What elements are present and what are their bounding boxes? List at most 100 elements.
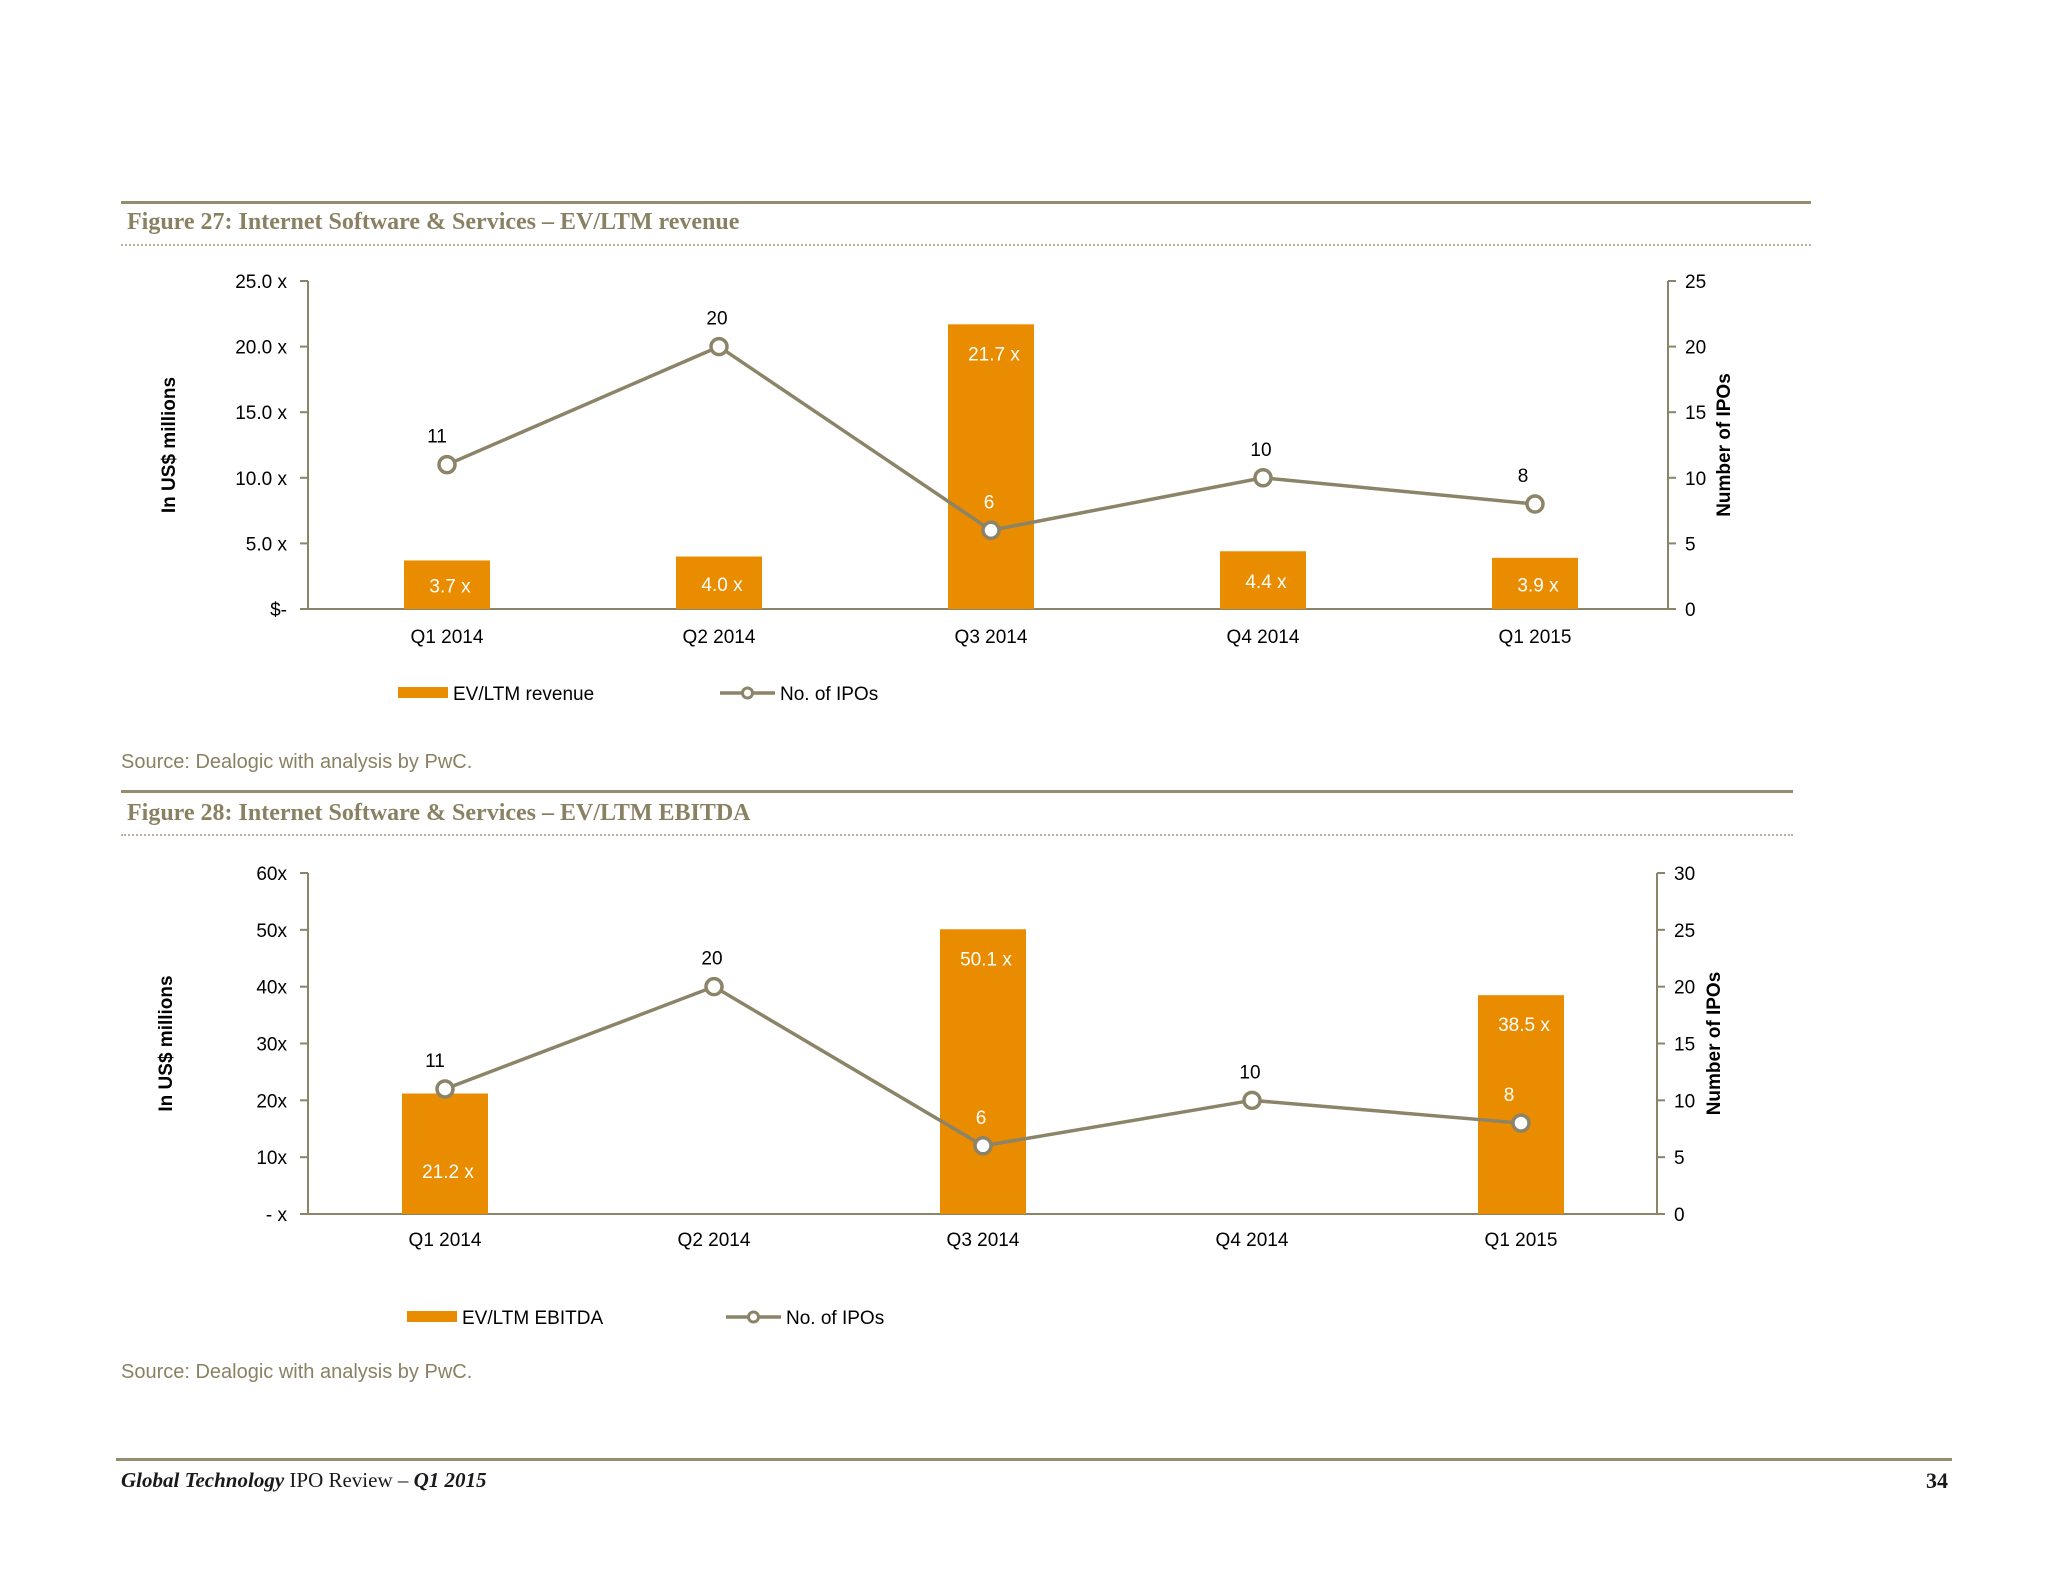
footer-title-period: Q1 2015	[413, 1468, 487, 1492]
ipo-data-label: 10	[1239, 1062, 1260, 1083]
left-tick-label: 25.0 x	[235, 272, 287, 293]
ipo-data-label: 8	[1504, 1085, 1515, 1106]
footer-title-mid: IPO Review –	[284, 1468, 414, 1492]
ipo-point	[1511, 1113, 1531, 1133]
figure-28-source: Source: Dealogic with analysis by PwC.	[121, 1361, 473, 1383]
right-tick-label: 15	[1685, 403, 1706, 424]
bar	[1220, 551, 1306, 609]
right-tick-label: 10	[1685, 469, 1706, 490]
legend-line-marker	[747, 1310, 760, 1324]
chart-ev-ltm-revenue: $- 5.0 x 10.0 x 15.0 x 20.0 x 25.0 x 0 5 10 15 20 2…	[159, 272, 1735, 705]
bar	[676, 556, 762, 609]
ipo-point	[437, 454, 457, 475]
left-tick-label: 10.0 x	[235, 469, 287, 490]
right-tick-label: 5	[1674, 1148, 1685, 1169]
right-tick-label: 0	[1685, 600, 1696, 621]
ipo-point	[709, 336, 729, 357]
left-tick-label: 60x	[256, 864, 287, 885]
left-tick-label: 5.0 x	[246, 534, 288, 555]
ipo-point	[1253, 468, 1273, 488]
x-category-label: Q2 2014	[683, 627, 756, 648]
ipo-data-label: 8	[1518, 466, 1529, 487]
ipo-data-label: 11	[425, 1051, 445, 1072]
x-category-label: Q1 2014	[409, 1230, 482, 1251]
left-tick-label: 20.0 x	[235, 338, 287, 359]
bar-data-label: 21.2 x	[422, 1162, 474, 1183]
ipo-point	[1242, 1090, 1262, 1111]
footer-rule	[116, 1458, 1952, 1461]
legend-bar-swatch	[407, 1311, 457, 1322]
bar-data-label: 4.4 x	[1245, 572, 1287, 593]
right-tick-label: 20	[1674, 978, 1695, 999]
figure-28-top-rule	[121, 790, 1793, 793]
ipo-data-label: 10	[1250, 440, 1271, 461]
right-tick-label: 0	[1674, 1205, 1685, 1226]
left-tick-label: 10x	[256, 1148, 287, 1169]
ipo-point	[1525, 494, 1545, 514]
ipo-point	[435, 1079, 455, 1099]
x-category-label: Q4 2014	[1216, 1230, 1289, 1251]
left-axis-title: In US$ millions	[159, 377, 180, 513]
x-category-label: Q2 2014	[678, 1230, 751, 1251]
legend-bar-label: EV/LTM EBITDA	[462, 1308, 603, 1329]
figure-27-source: Source: Dealogic with analysis by PwC.	[121, 751, 473, 773]
bar-data-label: 3.9 x	[1517, 575, 1559, 596]
left-tick-label: 30x	[256, 1035, 287, 1056]
legend-line-label: No. of IPOs	[786, 1308, 884, 1329]
figure-28-dotted-rule	[121, 834, 1793, 836]
bar	[948, 324, 1034, 609]
figure-28-title: Figure 28: Internet Software & Services …	[127, 800, 751, 826]
left-tick-label: $-	[270, 600, 287, 621]
x-category-label: Q3 2014	[947, 1230, 1020, 1251]
ipo-data-label: 6	[976, 1108, 987, 1129]
ipo-point	[981, 520, 1001, 541]
left-tick-label: 20x	[256, 1091, 287, 1112]
bar-data-label: 21.7 x	[968, 344, 1020, 365]
footer-report-title: Global Technology IPO Review – Q1 2015	[121, 1468, 487, 1493]
footer-title-bold: Global Technology	[121, 1468, 285, 1492]
right-tick-label: 30	[1674, 864, 1695, 885]
right-tick-label: 15	[1674, 1035, 1695, 1056]
bar	[1492, 557, 1578, 609]
x-category-label: Q1 2015	[1499, 627, 1572, 648]
right-tick-label: 10	[1674, 1091, 1695, 1112]
left-tick-label: 15.0 x	[235, 403, 287, 424]
legend-line-label: No. of IPOs	[780, 684, 878, 705]
x-category-label: Q4 2014	[1227, 627, 1300, 648]
left-tick-label: - x	[266, 1205, 288, 1226]
legend-bar-label: EV/LTM revenue	[453, 684, 594, 705]
bar-data-label: 50.1 x	[960, 949, 1012, 970]
left-tick-label: 40x	[256, 978, 287, 999]
ipo-data-label: 6	[984, 492, 995, 513]
right-axis-title: Number of IPOs	[1714, 373, 1735, 517]
figure-27-title: Figure 27: Internet Software & Services …	[127, 209, 740, 235]
x-category-label: Q1 2014	[411, 627, 484, 648]
legend-bar-swatch	[398, 687, 448, 698]
right-tick-label: 5	[1685, 534, 1696, 555]
right-tick-label: 25	[1685, 272, 1706, 293]
left-axis-title: In US$ millions	[156, 975, 177, 1111]
bar	[1478, 995, 1564, 1214]
right-tick-label: 25	[1674, 921, 1695, 942]
ipo-data-label: 20	[706, 309, 727, 330]
x-category-label: Q1 2015	[1485, 1230, 1558, 1251]
chart-ev-ltm-ebitda: - x 10x 20x 30x 40x 50x 60x 0 5 10 15 20 25 30 In US$ …	[156, 864, 1725, 1329]
bar	[402, 1093, 488, 1214]
bar-data-label: 38.5 x	[1498, 1015, 1550, 1036]
figure-27-top-rule	[121, 201, 1811, 204]
page-number: 34	[1926, 1468, 1948, 1493]
ipo-point	[704, 976, 724, 997]
x-category-label: Q3 2014	[955, 627, 1028, 648]
ipo-point	[973, 1136, 993, 1156]
bar	[940, 929, 1026, 1214]
right-tick-label: 20	[1685, 338, 1706, 359]
bar-data-label: 3.7 x	[429, 577, 471, 598]
bar	[404, 560, 490, 609]
ipo-data-label: 20	[701, 949, 722, 970]
figure-27-dotted-rule	[121, 244, 1811, 246]
right-axis-title: Number of IPOs	[1704, 972, 1725, 1116]
ipo-data-label: 11	[427, 427, 447, 448]
left-tick-label: 50x	[256, 921, 287, 942]
bar-data-label: 4.0 x	[701, 575, 743, 596]
legend-line-marker	[741, 686, 754, 700]
